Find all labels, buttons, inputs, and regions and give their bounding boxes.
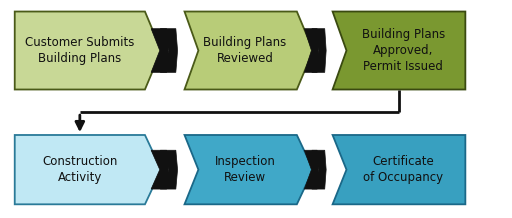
Polygon shape: [304, 29, 318, 72]
Text: Customer Submits
Building Plans: Customer Submits Building Plans: [25, 36, 135, 65]
Polygon shape: [160, 29, 178, 72]
Text: Inspection
Review: Inspection Review: [215, 155, 275, 184]
Polygon shape: [151, 150, 168, 189]
Polygon shape: [312, 29, 326, 72]
Polygon shape: [151, 29, 168, 72]
Polygon shape: [160, 150, 178, 189]
Polygon shape: [333, 135, 465, 204]
Polygon shape: [304, 150, 318, 189]
Polygon shape: [184, 12, 313, 90]
Polygon shape: [184, 135, 313, 204]
Polygon shape: [15, 135, 161, 204]
Polygon shape: [15, 12, 161, 90]
Text: Building Plans
Approved,
Permit Issued: Building Plans Approved, Permit Issued: [361, 28, 445, 73]
Text: Certificate
of Occupancy: Certificate of Occupancy: [363, 155, 443, 184]
Polygon shape: [333, 12, 465, 90]
Text: Construction
Activity: Construction Activity: [42, 155, 118, 184]
Text: Building Plans
Reviewed: Building Plans Reviewed: [203, 36, 287, 65]
Polygon shape: [312, 150, 326, 189]
